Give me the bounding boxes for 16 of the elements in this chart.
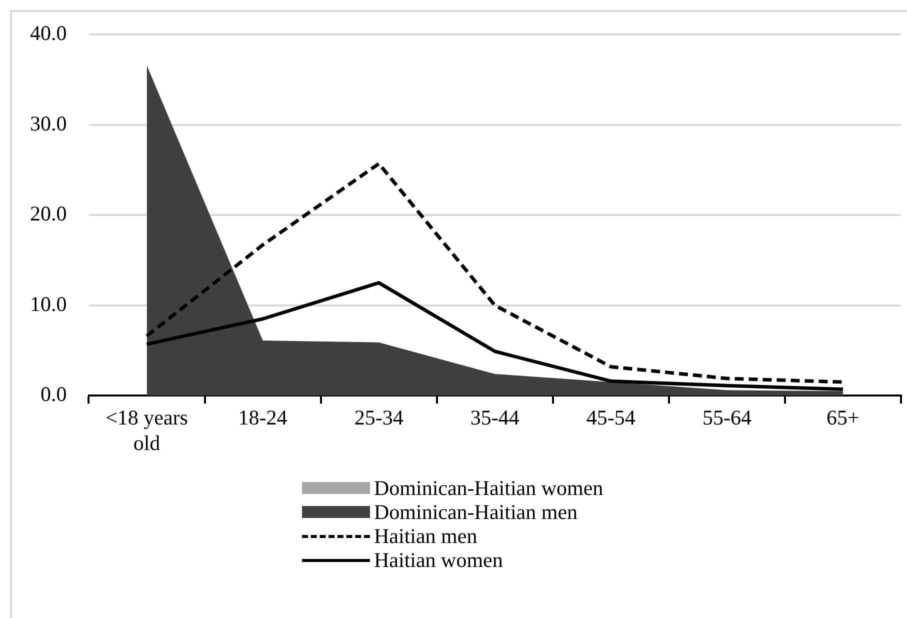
y-tick-label: 30.0 — [30, 111, 67, 136]
x-tick-label: 55-64 — [702, 406, 752, 430]
x-tick-label: 18-24 — [238, 406, 288, 430]
x-tick-label: 25-34 — [354, 406, 404, 430]
x-tick-label: 65+ — [826, 406, 860, 430]
x-tick-label: 35-44 — [470, 406, 520, 430]
x-tick-label: <18 years old — [106, 406, 188, 455]
legend-label: Haitian women — [374, 548, 503, 572]
y-tick-label: 20.0 — [30, 202, 67, 226]
y-tick-label: 40.0 — [30, 21, 67, 46]
x-tick-label: 45-54 — [586, 406, 636, 430]
legend-label: Dominican-Haitian women — [374, 476, 604, 500]
y-tick-label: 10.0 — [30, 292, 67, 316]
legend-label: Haitian men — [374, 524, 478, 548]
legend-label: Dominican-Haitian men — [374, 500, 578, 524]
y-tick-label: 0.0 — [40, 382, 67, 406]
